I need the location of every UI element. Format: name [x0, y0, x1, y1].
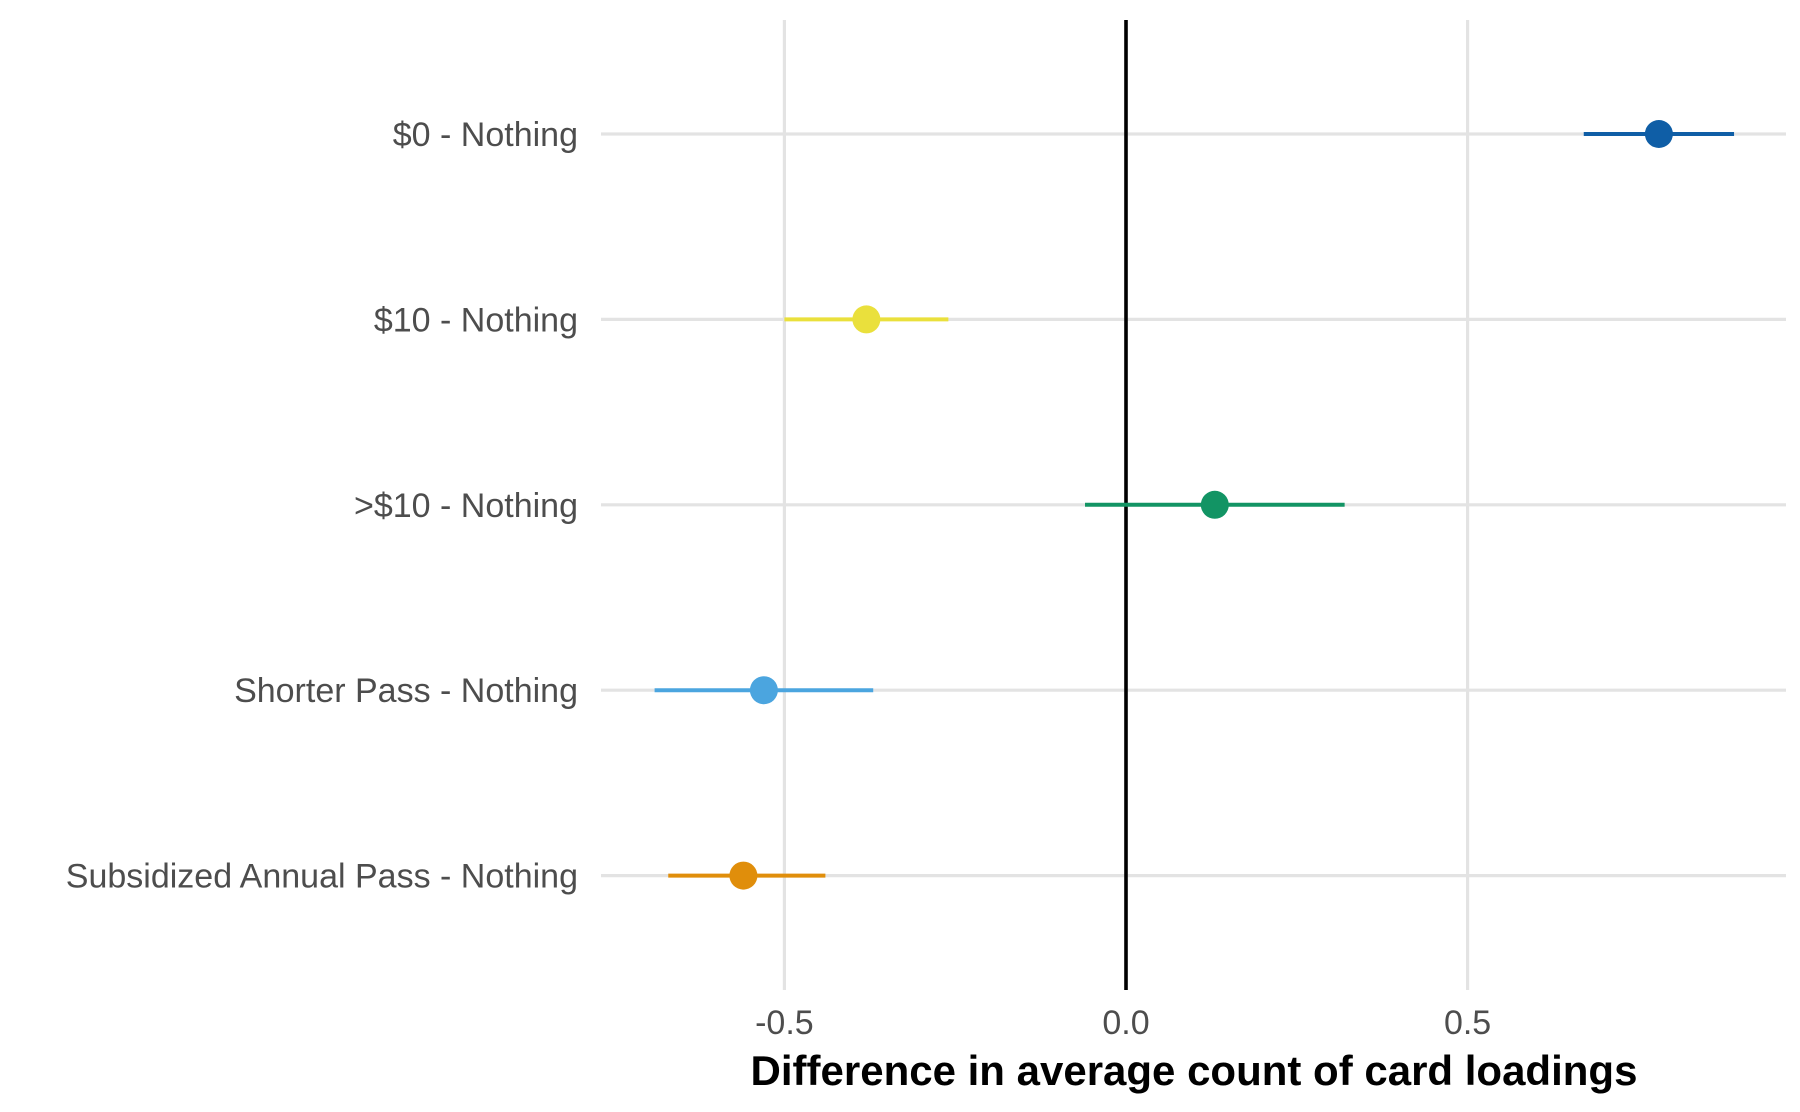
y-tick-label: Subsidized Annual Pass - Nothing [66, 858, 578, 896]
point-estimates [729, 120, 1673, 890]
point-0 [1644, 120, 1673, 148]
point-3 [749, 676, 778, 705]
y-axis-tick-labels: $0 - Nothing $10 - Nothing >$10 - Nothing S… [66, 116, 578, 896]
x-axis-tick-labels: -0.5 0.0 0.5 [755, 1004, 1491, 1042]
x-tick-label: 0.0 [1102, 1004, 1149, 1042]
point-4 [729, 861, 758, 890]
x-tick-label: 0.5 [1444, 1004, 1491, 1042]
point-1 [852, 305, 881, 334]
y-tick-label: Shorter Pass - Nothing [234, 672, 578, 710]
y-tick-label: $10 - Nothing [374, 301, 578, 339]
x-tick-label: -0.5 [755, 1004, 814, 1042]
x-axis-title: Difference in average count of card load… [751, 1047, 1638, 1094]
y-tick-label: $0 - Nothing [393, 116, 578, 154]
point-2 [1200, 490, 1229, 519]
y-tick-label: >$10 - Nothing [354, 487, 578, 525]
